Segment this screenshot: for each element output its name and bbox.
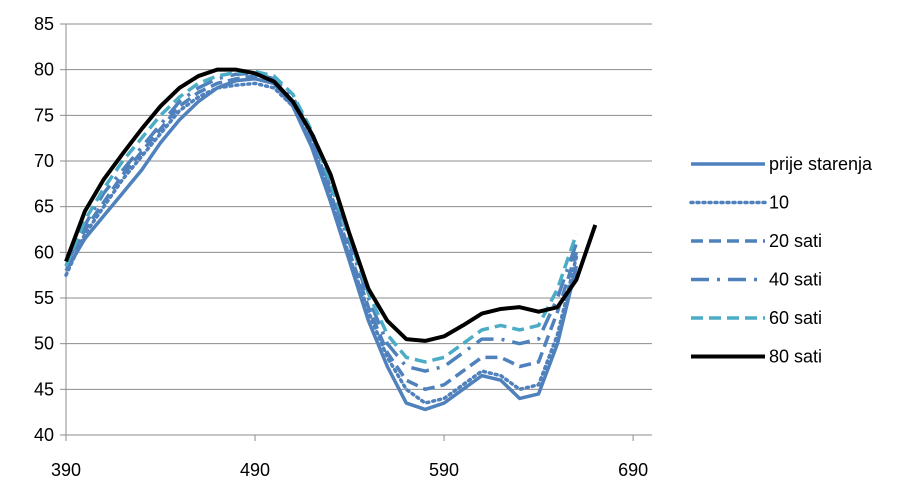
gridlines [60,23,652,441]
legend: prije starenja 10 20 sati 40 sati 60 sati 80 … [689,154,873,367]
y-tick-label: 40 [34,425,54,445]
x-tick-label: 590 [429,460,459,480]
legend-label: 80 sati [769,347,822,367]
y-tick-label: 50 [34,334,54,354]
y-tick-label: 85 [34,14,54,34]
series-lines [64,67,598,412]
y-axis-tick-labels: 40 45 50 55 60 65 70 75 80 85 [34,14,54,445]
legend-label: 20 sati [769,231,822,251]
legend-label: 40 sati [769,270,822,290]
y-tick-label: 60 [34,242,54,262]
series-line-6 [64,67,598,343]
y-tick-label: 45 [34,379,54,399]
x-tick-label: 690 [618,460,648,480]
x-axis-tick-labels: 390 490 590 690 [51,460,648,480]
legend-label: prije starenja [769,154,873,174]
y-tick-label: 55 [34,288,54,308]
y-tick-label: 80 [34,60,54,80]
y-tick-label: 75 [34,105,54,125]
series-line-2 [64,81,579,405]
legend-label: 60 sati [769,308,822,328]
y-tick-label: 65 [34,197,54,217]
x-tick-label: 490 [240,460,270,480]
series-line-4 [64,71,579,373]
x-tick-label: 390 [51,460,81,480]
legend-label: 10 [769,193,789,213]
y-tick-label: 70 [34,151,54,171]
series-line-3 [64,74,579,392]
